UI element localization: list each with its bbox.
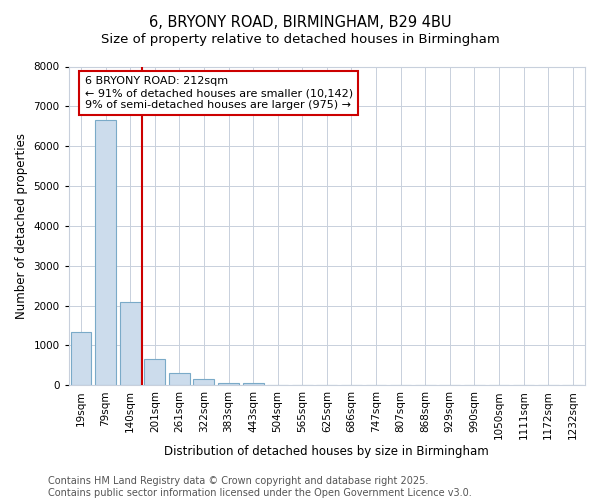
- Bar: [193, 380, 214, 386]
- Bar: [169, 373, 190, 386]
- Bar: [145, 360, 165, 386]
- Text: 6, BRYONY ROAD, BIRMINGHAM, B29 4BU: 6, BRYONY ROAD, BIRMINGHAM, B29 4BU: [149, 15, 451, 30]
- Y-axis label: Number of detached properties: Number of detached properties: [15, 133, 28, 319]
- Bar: [71, 332, 91, 386]
- Text: 6 BRYONY ROAD: 212sqm
← 91% of detached houses are smaller (10,142)
9% of semi-d: 6 BRYONY ROAD: 212sqm ← 91% of detached …: [85, 76, 353, 110]
- Text: Contains HM Land Registry data © Crown copyright and database right 2025.
Contai: Contains HM Land Registry data © Crown c…: [48, 476, 472, 498]
- Bar: [95, 120, 116, 386]
- X-axis label: Distribution of detached houses by size in Birmingham: Distribution of detached houses by size …: [164, 444, 489, 458]
- Text: Size of property relative to detached houses in Birmingham: Size of property relative to detached ho…: [101, 32, 499, 46]
- Bar: [218, 383, 239, 386]
- Bar: [120, 302, 140, 386]
- Bar: [242, 383, 263, 386]
